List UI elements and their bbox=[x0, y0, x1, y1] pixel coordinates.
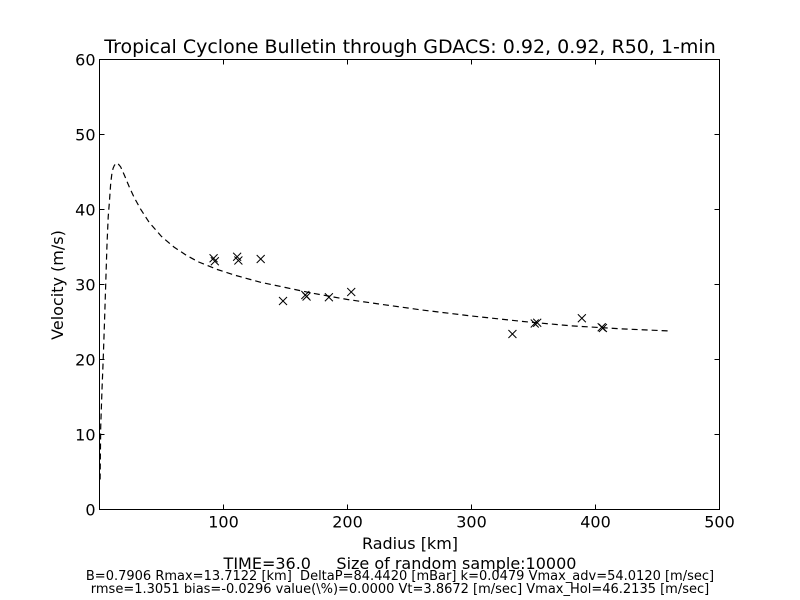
y-tick-label: 20 bbox=[75, 351, 95, 370]
x-tick-label: 300 bbox=[456, 513, 487, 532]
observation-marker bbox=[577, 313, 587, 323]
x-tick-label: 100 bbox=[208, 513, 239, 532]
observation-marker bbox=[530, 319, 540, 328]
observation-marker bbox=[324, 292, 334, 302]
observation-marker bbox=[210, 256, 220, 266]
series-layer bbox=[99, 162, 670, 480]
chart-title: Tropical Cyclone Bulletin through GDACS:… bbox=[103, 36, 716, 58]
observation-marker bbox=[256, 254, 266, 264]
footer-time-sample: TIME=36.0 Size of random sample:10000 bbox=[223, 554, 577, 573]
y-axis-label: Velocity (m/s) bbox=[48, 230, 67, 340]
x-tick-label: 400 bbox=[580, 513, 611, 532]
y-tick-label: 50 bbox=[75, 126, 95, 145]
x-axis-label: Radius [km] bbox=[362, 534, 458, 553]
y-tick-label: 30 bbox=[75, 276, 95, 295]
observation-marker bbox=[508, 329, 517, 339]
y-tick-label: 60 bbox=[75, 51, 95, 70]
x-axis-ticks: 100 200 300 400 500 bbox=[208, 59, 735, 532]
observation-marker bbox=[532, 318, 542, 328]
y-axis-ticks: 0 10 20 30 40 50 60 bbox=[75, 51, 720, 520]
x-tick-label: 200 bbox=[332, 513, 363, 532]
observation-marker bbox=[209, 253, 218, 263]
observation-marker bbox=[598, 323, 608, 333]
observation-marker bbox=[234, 256, 243, 265]
y-tick-label: 10 bbox=[75, 426, 95, 445]
observation-marker bbox=[302, 292, 311, 301]
y-tick-label: 40 bbox=[75, 201, 95, 220]
footer-fit-parameters: B=0.7906 Rmax=13.7122 [km] DeltaP=84.442… bbox=[85, 569, 715, 584]
y-tick-label: 0 bbox=[85, 501, 95, 520]
fitted-profile-line bbox=[99, 162, 670, 480]
plot-frame bbox=[99, 59, 720, 510]
x-tick-label: 500 bbox=[704, 513, 735, 532]
footer-fit-statistics: rmse=1.3051 bias=-0.0296 value(\%)=0.000… bbox=[90, 582, 710, 597]
observation-marker bbox=[346, 287, 356, 297]
observation-marker bbox=[278, 296, 288, 306]
